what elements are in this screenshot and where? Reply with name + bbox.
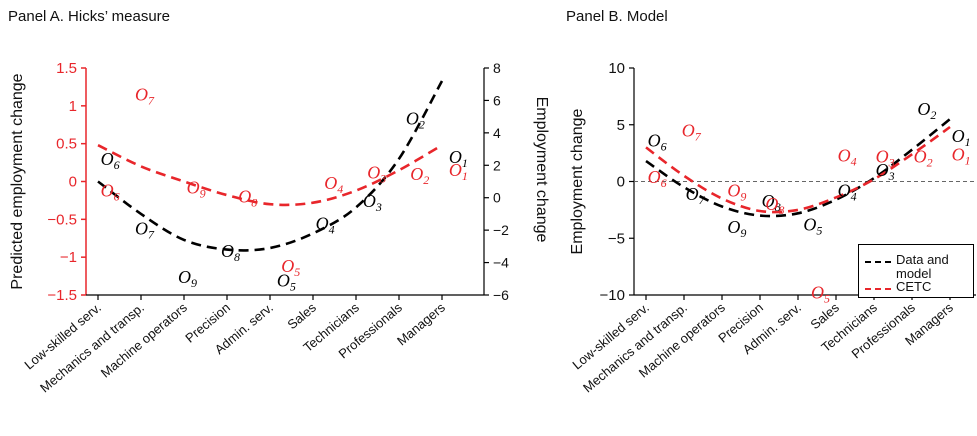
- panel-b-point-label: O9: [727, 217, 746, 240]
- panel-a-left-ytick-label: −1: [60, 249, 77, 266]
- panel-b-ytick-label: −10: [600, 287, 625, 304]
- panel-b-point-label: O4: [838, 181, 857, 204]
- panel-a-point-label: O7: [135, 219, 155, 242]
- panel-a-left-ytick-label: 1.5: [56, 60, 77, 77]
- panel-b-point-label: O7: [682, 120, 702, 143]
- panel-b-series-line-0: [645, 118, 951, 218]
- panel-b-ytick-label: 0: [617, 174, 625, 191]
- panel-a-series-line-0: [97, 144, 443, 207]
- legend-label: Data and model: [896, 252, 949, 281]
- panel-b-point-label: O5: [803, 215, 822, 238]
- panel-a-point-label: O6: [101, 149, 120, 172]
- panel-a-point-label: O5: [277, 270, 296, 293]
- panel-a-point-label: O2: [410, 164, 429, 187]
- panel-a-point-label: O8: [238, 187, 257, 210]
- panel-b-point-label: O3: [876, 160, 895, 183]
- panel-a-point-label: O4: [324, 173, 343, 196]
- panel-b-ytick-label: 10: [608, 60, 625, 77]
- panel-b-point-label: O6: [648, 167, 667, 190]
- panel-b-point-label: O1: [952, 144, 971, 167]
- panel-b-point-label: O6: [648, 131, 667, 154]
- panel-b-point-label: O2: [914, 147, 933, 170]
- panel-a-left-ytick-label: 0.5: [56, 136, 77, 153]
- panel-a-right-ytick-label: 6: [493, 92, 501, 108]
- panel-b-axis-title: Employment change: [569, 108, 586, 254]
- panel-a-point-label: O2: [406, 108, 425, 131]
- panel-a-right-ytick-label: 0: [493, 190, 501, 206]
- panel-b-title: Panel B. Model: [566, 8, 668, 25]
- panel-a-left-ytick-label: 0: [69, 174, 77, 191]
- panel-b-point-label: O3: [876, 147, 895, 170]
- legend-entry-data-and-model: Data and model: [865, 253, 970, 281]
- panel-a-right-ytick-label: −6: [493, 287, 509, 303]
- panel-a-point-label: O9: [178, 267, 197, 290]
- legend-label: CETC: [896, 279, 932, 294]
- panel-a-point-label: O1: [449, 160, 468, 183]
- panel-a-left-ytick-label: −1.5: [47, 287, 77, 304]
- panel-a-series-line-1: [97, 80, 444, 252]
- panel-a-point-label: O8: [221, 241, 240, 264]
- panel-a-point-label: O4: [316, 214, 335, 237]
- panel-a-left-ytick-label: 1: [69, 98, 77, 115]
- panel-a-right-ytick-label: 2: [493, 157, 501, 173]
- panel-a-right-ytick-label: −2: [493, 222, 509, 238]
- panel-a-point-label: O7: [135, 84, 155, 107]
- panel-b-point-label: O5: [811, 283, 830, 306]
- panel-a-right-ytick-label: −4: [493, 255, 509, 271]
- panel-a-left-axis-title: Predicted employment change: [9, 73, 26, 289]
- panel-a-point-label: O3: [363, 191, 382, 214]
- panel-a-point-label: O6: [101, 181, 120, 204]
- panel-b-ytick-label: −5: [608, 230, 625, 247]
- panel-a-title: Panel A. Hicks’ measure: [8, 8, 171, 25]
- panel-b-point-label: O4: [838, 145, 857, 168]
- panel-a-point-label: O1: [449, 147, 468, 170]
- panel-b-point-label: O1: [952, 126, 971, 149]
- panel-a-left-ytick-label: −0.5: [47, 211, 77, 228]
- panel-b-point-label: O7: [686, 184, 706, 207]
- panel-b-point-label: O9: [727, 181, 746, 204]
- panel-a-point-label: O5: [281, 256, 300, 279]
- panel-b-point-label: O8: [765, 194, 784, 217]
- panel-a-point-label: O9: [187, 178, 206, 201]
- panel-a-point-label: O3: [367, 162, 386, 185]
- panel-a-right-ytick-label: 4: [493, 125, 501, 141]
- panel-b-legend: Data and model CETC: [858, 244, 974, 298]
- panel-b-point-label: O2: [917, 99, 936, 122]
- legend-swatch-red-dashed: [865, 288, 891, 290]
- panel-b-point-label: O8: [762, 191, 781, 214]
- legend-swatch-black-dashed: [865, 261, 891, 263]
- panel-a-right-ytick-label: 8: [493, 60, 501, 76]
- panel-a-right-axis-title: Employment change: [533, 97, 550, 243]
- panel-b-ytick-label: 5: [617, 117, 625, 134]
- legend-entry-cetc: CETC: [865, 280, 970, 294]
